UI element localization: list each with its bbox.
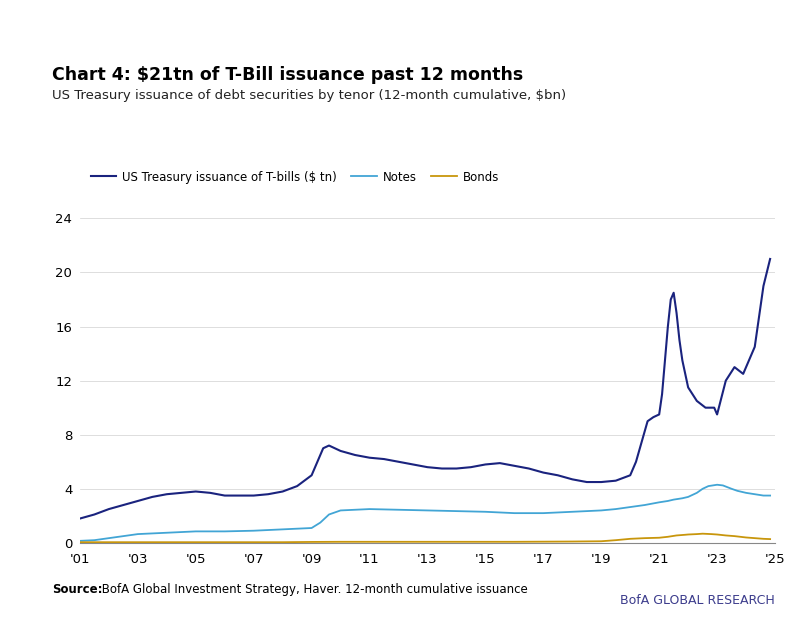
Text: Chart 4: $21tn of T-Bill issuance past 12 months: Chart 4: $21tn of T-Bill issuance past 1… bbox=[52, 66, 523, 84]
Text: BofA GLOBAL RESEARCH: BofA GLOBAL RESEARCH bbox=[620, 593, 775, 607]
Legend: US Treasury issuance of T-bills ($ tn), Notes, Bonds: US Treasury issuance of T-bills ($ tn), … bbox=[85, 166, 504, 188]
Text: BofA Global Investment Strategy, Haver. 12-month cumulative issuance: BofA Global Investment Strategy, Haver. … bbox=[98, 583, 528, 597]
Text: Source:: Source: bbox=[52, 583, 102, 597]
Text: US Treasury issuance of debt securities by tenor (12-month cumulative, $bn): US Treasury issuance of debt securities … bbox=[52, 89, 566, 102]
